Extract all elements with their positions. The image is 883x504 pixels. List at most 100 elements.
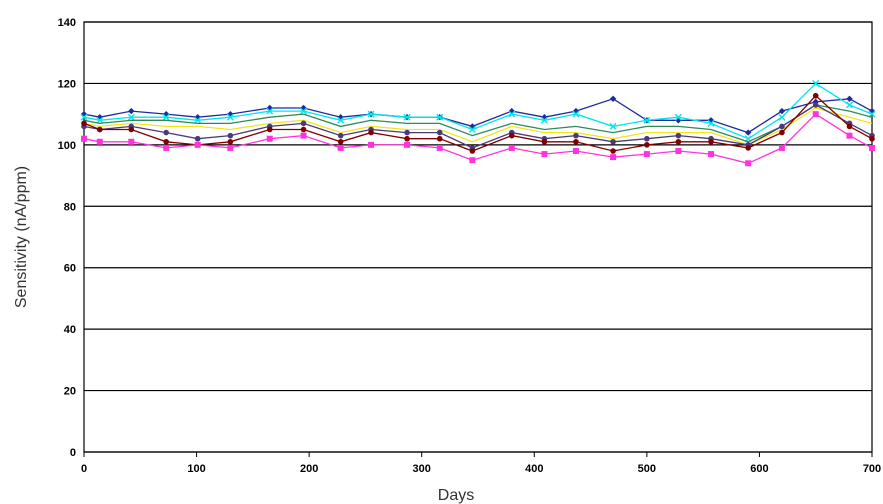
data-point — [436, 129, 443, 136]
data-point — [812, 98, 819, 106]
data-point — [541, 138, 548, 145]
data-point — [469, 148, 476, 154]
data-point — [541, 151, 548, 158]
y-tick-label: 80 — [64, 201, 76, 213]
data-point — [194, 114, 201, 121]
data-point — [266, 135, 273, 142]
data-point — [675, 148, 682, 154]
data-point — [707, 119, 715, 127]
data-point — [436, 144, 443, 151]
data-point — [227, 138, 234, 145]
data-point — [745, 145, 751, 151]
data-point — [508, 110, 516, 118]
data-point — [675, 117, 682, 124]
x-tick-label: 700 — [863, 463, 881, 475]
series-line — [83, 104, 873, 143]
data-point — [745, 160, 752, 167]
data-point — [96, 126, 103, 133]
data-point — [779, 129, 785, 136]
data-point — [337, 144, 344, 151]
data-point — [610, 138, 616, 145]
data-point — [368, 129, 374, 136]
data-point — [81, 120, 87, 127]
data-point — [812, 102, 819, 108]
data-point — [468, 126, 476, 133]
y-tick-label: 100 — [58, 140, 76, 152]
data-point — [368, 141, 375, 148]
series-2 — [80, 79, 876, 143]
series-line — [83, 82, 873, 140]
y-tick-label: 40 — [64, 324, 76, 336]
data-point — [644, 135, 650, 142]
data-point — [674, 113, 682, 121]
data-point — [96, 138, 103, 145]
data-point — [81, 135, 87, 142]
data-point — [80, 113, 88, 121]
data-point — [610, 154, 617, 161]
data-point — [675, 138, 682, 145]
data-point — [300, 107, 308, 115]
y-axis-title: Sensitivity (nA/ppm) — [13, 166, 30, 308]
data-point — [812, 111, 819, 118]
data-point — [337, 132, 344, 139]
x-tick-label: 100 — [187, 463, 205, 475]
x-tick-label: 500 — [638, 463, 656, 475]
data-point — [337, 116, 345, 124]
y-tick-labels: 0 20 40 60 80 100 120 140 — [58, 17, 76, 459]
x-tick-label: 300 — [413, 463, 431, 475]
series — [80, 79, 876, 167]
data-point — [707, 117, 715, 124]
data-point — [778, 107, 786, 115]
data-point — [845, 101, 853, 109]
data-point — [96, 116, 104, 124]
x-tick-label: 600 — [750, 463, 768, 475]
x-tick-label: 400 — [525, 463, 543, 475]
series-1 — [80, 95, 876, 136]
data-point — [266, 126, 273, 133]
data-point — [812, 92, 819, 99]
data-point — [778, 113, 786, 121]
y-tick-label: 60 — [64, 263, 76, 275]
y-tick-label: 120 — [58, 78, 76, 90]
series-3 — [83, 104, 873, 143]
data-point — [436, 113, 444, 121]
data-point — [573, 138, 579, 145]
data-point — [194, 141, 201, 148]
data-point — [367, 110, 375, 118]
data-point — [572, 148, 579, 154]
data-point — [675, 132, 682, 139]
data-point — [708, 151, 715, 158]
data-point — [812, 79, 820, 87]
data-point — [404, 135, 410, 142]
data-point — [643, 116, 651, 124]
data-point — [163, 129, 169, 136]
data-point — [300, 126, 307, 133]
data-point — [846, 95, 853, 102]
series-7 — [81, 111, 875, 167]
data-point — [128, 107, 135, 115]
data-point — [573, 132, 579, 139]
data-point — [436, 135, 443, 142]
data-point — [609, 95, 617, 102]
data-point — [127, 113, 135, 121]
data-point — [226, 113, 234, 121]
data-point — [846, 132, 853, 139]
data-point — [779, 123, 785, 130]
y-tick-label: 0 — [70, 447, 76, 459]
data-point — [128, 126, 135, 133]
data-point — [508, 132, 515, 139]
data-point — [163, 138, 169, 145]
data-point — [227, 132, 234, 139]
data-point — [404, 129, 410, 136]
data-point — [609, 122, 617, 130]
data-point — [337, 138, 344, 145]
x-tick-label: 0 — [81, 463, 87, 475]
data-point — [300, 132, 307, 139]
data-point — [644, 142, 650, 148]
data-point — [163, 144, 170, 151]
data-point — [128, 138, 135, 145]
data-point — [540, 116, 548, 124]
data-point — [469, 157, 476, 164]
data-point — [194, 116, 202, 124]
